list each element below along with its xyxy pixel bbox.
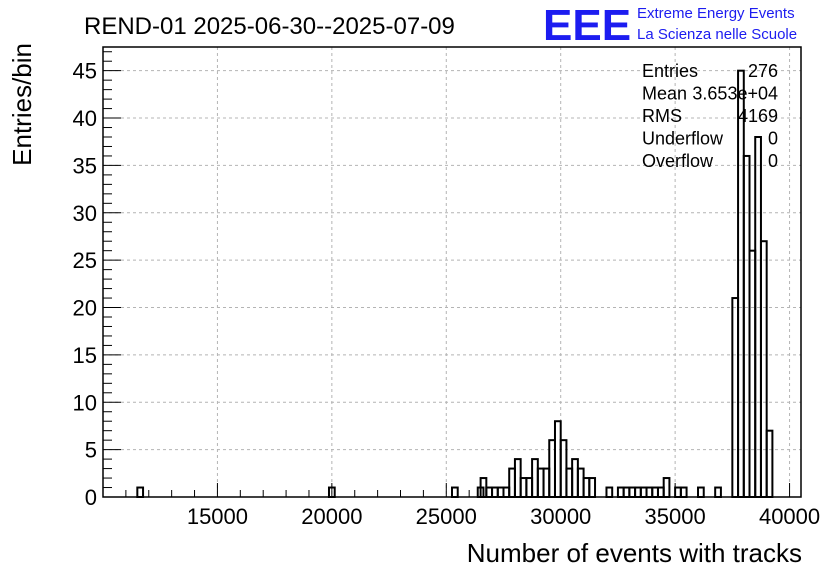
logo-mark: EEE xyxy=(543,1,631,50)
stats-label: Entries xyxy=(642,61,698,81)
y-tick-label: 5 xyxy=(85,438,97,463)
axis-ticks xyxy=(102,51,791,498)
histogram-bin xyxy=(714,486,722,498)
histogram-bin xyxy=(588,477,597,499)
stats-box: Entries 276 Mean 3.653e+04 RMS 4169 Underflow 0… xyxy=(642,61,778,171)
stats-value: 0 xyxy=(768,129,778,149)
x-tick-label: 35000 xyxy=(645,504,706,529)
y-tick-label: 40 xyxy=(73,106,97,131)
stats-label: Underflow xyxy=(642,129,724,149)
x-tick-label: 20000 xyxy=(301,504,362,529)
stats-label: RMS xyxy=(642,106,682,126)
histogram-bin xyxy=(662,477,671,499)
x-tick-label: 15000 xyxy=(187,504,248,529)
stats-value: 3.653e+04 xyxy=(692,84,778,104)
histogram-bin xyxy=(679,486,688,498)
logo-line-2: La Scienza nelle Scuole xyxy=(637,26,797,43)
y-tick-label: 25 xyxy=(73,248,97,273)
y-tick-label: 35 xyxy=(73,153,97,178)
stats-value: 4169 xyxy=(738,106,778,126)
eee-logo: EEE Extreme Energy Events La Scienza nel… xyxy=(543,1,797,50)
stats-value: 0 xyxy=(768,151,778,171)
x-axis-title: Number of events with tracks xyxy=(467,538,802,568)
tick-labels: 15000 20000 25000 30000 35000 40000 0 5 10 15 20 25… xyxy=(73,59,821,529)
stats-value: 276 xyxy=(748,61,778,81)
y-tick-label: 10 xyxy=(73,390,97,415)
y-axis-title: Entries/bin xyxy=(7,43,37,166)
stats-label: Mean xyxy=(642,84,687,104)
y-tick-label: 30 xyxy=(73,201,97,226)
x-tick-label: 25000 xyxy=(416,504,477,529)
histogram-bin xyxy=(451,486,459,498)
histogram-bin xyxy=(697,486,705,498)
x-tick-label: 40000 xyxy=(759,504,820,529)
histogram-bin xyxy=(605,486,614,498)
y-tick-label: 20 xyxy=(73,296,97,321)
chart-title: REND-01 2025-06-30--2025-07-09 xyxy=(84,13,455,40)
y-tick-label: 15 xyxy=(73,343,97,368)
plot-frame xyxy=(102,46,802,498)
y-tick-label: 45 xyxy=(73,59,97,84)
histogram-bin xyxy=(765,429,774,498)
grid-lines xyxy=(103,47,801,497)
logo-line-1: Extreme Energy Events xyxy=(637,5,795,22)
stats-label: Overflow xyxy=(642,151,714,171)
y-tick-label: 0 xyxy=(85,485,97,510)
x-tick-label: 30000 xyxy=(530,504,591,529)
histogram-bin xyxy=(136,486,145,498)
